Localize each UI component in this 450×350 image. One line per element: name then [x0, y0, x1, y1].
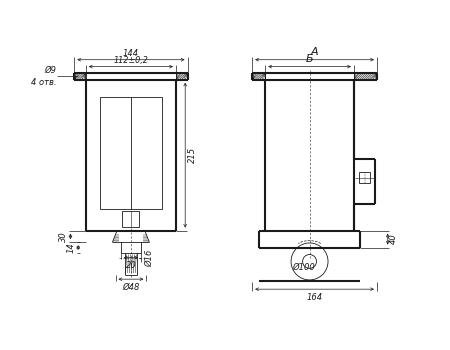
- Bar: [100, 97, 162, 209]
- Bar: [359, 172, 370, 183]
- Text: Ø9: Ø9: [45, 66, 57, 75]
- Text: 40: 40: [389, 234, 398, 245]
- Text: 14: 14: [67, 242, 76, 253]
- Text: A: A: [311, 47, 318, 57]
- Text: 30: 30: [59, 231, 68, 242]
- Text: 144: 144: [123, 49, 139, 58]
- Text: 112±0,2: 112±0,2: [113, 56, 148, 65]
- Text: 4 отв.: 4 отв.: [31, 78, 57, 87]
- Text: 20: 20: [126, 261, 136, 271]
- Text: 215: 215: [188, 147, 197, 163]
- Bar: [122, 211, 140, 227]
- Text: Ø48: Ø48: [122, 283, 140, 292]
- Text: Ø100: Ø100: [292, 263, 315, 272]
- Text: 164: 164: [306, 293, 323, 302]
- Text: Ø16: Ø16: [145, 250, 154, 267]
- Text: Б: Б: [306, 54, 313, 64]
